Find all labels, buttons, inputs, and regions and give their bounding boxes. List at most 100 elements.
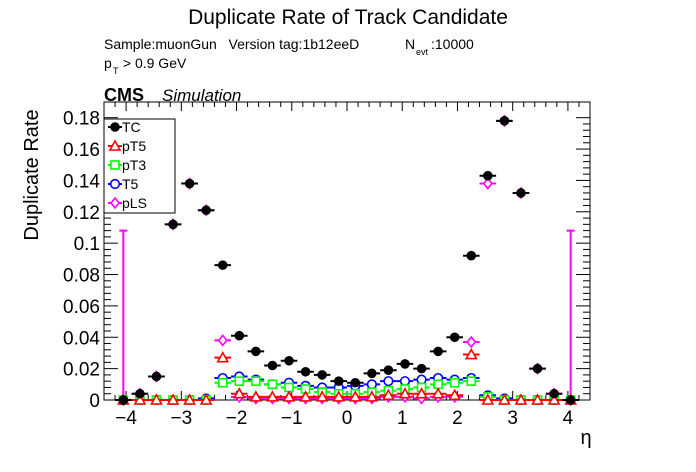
- legend-marker-pt5: [108, 139, 122, 151]
- data-point: [367, 368, 377, 379]
- legend-label-pt3: pT3: [122, 157, 146, 173]
- data-point: [531, 393, 544, 405]
- data-point: [466, 250, 477, 261]
- data-point: [184, 178, 195, 189]
- data-point: [201, 205, 211, 216]
- data-point: [217, 377, 228, 388]
- data-point: [365, 390, 379, 402]
- data-point: [332, 390, 346, 402]
- legend-label-pt5: pT5: [122, 138, 146, 154]
- data-point: [350, 377, 361, 388]
- y-tick-label: 0.04: [63, 328, 100, 349]
- cms-label: CMS: [104, 85, 144, 105]
- series-tc: [115, 116, 579, 405]
- y-axis-label: Duplicate Rate: [21, 109, 43, 240]
- data-point: [483, 170, 493, 181]
- data-point: [251, 346, 261, 357]
- data-point: [498, 393, 511, 405]
- x-tick-label: −1: [281, 408, 303, 429]
- data-point: [284, 355, 294, 366]
- legend-marker-pls: [109, 196, 121, 210]
- data-point: [399, 376, 411, 387]
- data-point: [217, 334, 228, 347]
- data-point: [183, 393, 196, 405]
- data-point: [449, 377, 460, 388]
- data-point: [317, 370, 327, 380]
- legend-marker-pt3: [110, 160, 120, 170]
- x-axis-label: η: [580, 427, 591, 449]
- data-point: [499, 116, 510, 126]
- pt-cut-subscript: T: [113, 66, 119, 76]
- data-point: [315, 390, 329, 402]
- data-point: [234, 376, 245, 386]
- nevt-value: :10000: [431, 36, 474, 52]
- x-tick-label: 4: [563, 408, 574, 429]
- data-point: [481, 393, 495, 405]
- legend-label-t5: T5: [122, 176, 139, 192]
- data-point: [448, 388, 462, 401]
- x-tick-label: 2: [452, 408, 463, 429]
- y-tick-label: 0.12: [63, 203, 100, 224]
- data-point: [382, 388, 395, 401]
- data-point: [383, 376, 394, 387]
- data-point: [216, 351, 230, 363]
- x-tick-label: −4: [115, 408, 137, 429]
- data-point: [466, 335, 477, 349]
- data-point: [416, 363, 427, 374]
- simulation-label: Simulation: [162, 86, 241, 105]
- data-point: [348, 390, 362, 402]
- data-point: [549, 388, 559, 399]
- data-point: [217, 260, 228, 270]
- data-point: [514, 393, 528, 405]
- data-point: [249, 390, 263, 402]
- data-point: [466, 376, 477, 386]
- data-point: [118, 395, 129, 405]
- legend-marker-t5: [109, 178, 121, 190]
- data-point: [449, 332, 460, 343]
- legend-marker-tc: [110, 122, 120, 132]
- y-tick-label: 0.14: [63, 171, 100, 192]
- data-point: [251, 376, 261, 386]
- data-point: [547, 393, 561, 405]
- data-point: [366, 379, 377, 390]
- data-point: [168, 219, 178, 230]
- x-tick-label: −3: [170, 408, 192, 429]
- data-point: [383, 365, 394, 376]
- nevt-subscript: evt: [416, 47, 429, 57]
- y-tick-label: 0.06: [63, 297, 100, 318]
- data-point: [482, 177, 493, 190]
- data-point: [398, 387, 412, 399]
- x-tick-label: 0: [342, 408, 353, 429]
- y-tick-label: 0.1: [74, 234, 100, 255]
- y-tick-label: 0.08: [63, 266, 100, 287]
- data-point: [135, 388, 145, 399]
- data-point: [565, 395, 576, 405]
- chart-title: Duplicate Rate of Track Candidate: [188, 6, 508, 29]
- data-point: [199, 393, 213, 405]
- data-point: [516, 188, 526, 198]
- data-point: [400, 359, 410, 369]
- data-point: [333, 376, 344, 386]
- sample-info: Sample:muonGun Version tag:1b12eeD: [104, 36, 359, 52]
- data-point: [415, 387, 428, 399]
- data-point: [267, 379, 278, 390]
- data-point: [433, 346, 443, 357]
- data-point: [300, 366, 311, 377]
- data-point: [150, 393, 163, 405]
- legend-box: [103, 118, 176, 214]
- data-point: [416, 374, 427, 385]
- data-point: [532, 363, 543, 374]
- x-tick-label: −2: [226, 408, 248, 429]
- data-point: [299, 390, 312, 402]
- data-point: [133, 393, 147, 405]
- data-point: [166, 393, 180, 405]
- y-tick-label: 0.18: [63, 109, 100, 130]
- data-point: [464, 347, 478, 360]
- data-point: [234, 330, 245, 341]
- legend: TC pT5 pT3 T5 pLS: [103, 118, 176, 214]
- data-point: [266, 390, 279, 402]
- x-tick-label: 3: [507, 408, 518, 429]
- data-point: [267, 360, 278, 371]
- data-point: [232, 387, 246, 399]
